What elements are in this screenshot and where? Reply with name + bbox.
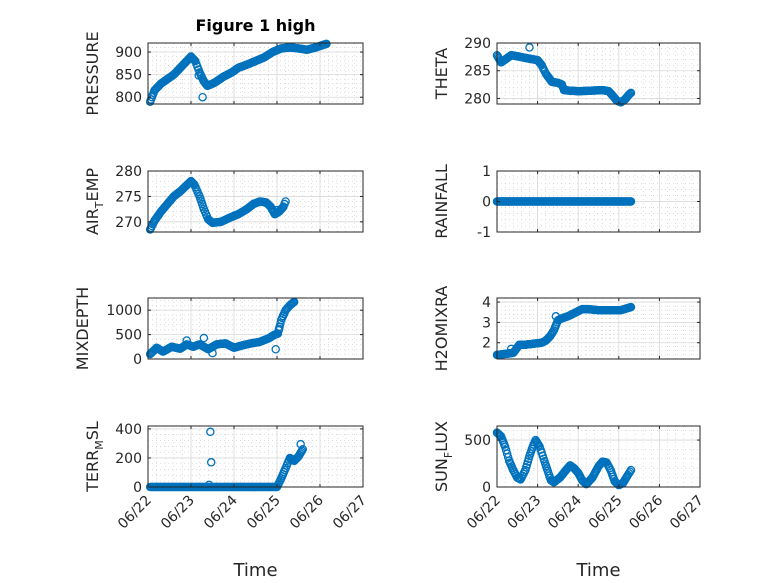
x-tick-label: 06/23 <box>505 493 545 533</box>
y-tick-label: 900 <box>115 45 142 61</box>
data-point <box>551 312 561 321</box>
y-tick-label: 850 <box>115 68 142 84</box>
data-point <box>194 71 203 80</box>
subplot-pressure: 800 850 900 PRESSURE Figure 1 high <box>83 16 364 116</box>
y-tick-label: 1 <box>482 164 491 180</box>
x-tick-label: 06/24 <box>545 492 585 532</box>
data-point <box>296 439 305 449</box>
axes-box <box>496 42 701 105</box>
y-tick-label: -1 <box>477 225 491 241</box>
data-point <box>272 205 282 215</box>
data-point <box>625 467 635 476</box>
data-point <box>626 302 636 312</box>
data-point <box>271 344 280 354</box>
x-tick-label: 06/24 <box>201 492 241 532</box>
y-tick-label: 290 <box>464 36 491 52</box>
y-tick-label: 500 <box>115 328 142 344</box>
y-axis-label: TERRMSL <box>83 421 106 493</box>
x-tick-label: 06/26 <box>626 492 666 532</box>
data-point <box>206 458 216 467</box>
data-point <box>626 465 636 475</box>
subplot-mixdepth: 0 500 1000 MIXDEPTH <box>73 287 364 370</box>
x-tick-label: 06/25 <box>244 493 284 533</box>
y-tick-label: 0 <box>133 480 142 496</box>
data-point <box>276 319 285 328</box>
data-point <box>506 344 516 354</box>
axes-box <box>147 297 364 360</box>
axes-box <box>147 42 364 105</box>
data-point <box>189 55 198 64</box>
data-point <box>274 324 284 333</box>
subplot-h2omixra: 2 3 4 H2OMIXRA <box>432 286 701 372</box>
y-axis-label: MIXDEPTH <box>73 287 92 370</box>
data-point <box>624 90 634 99</box>
data-point <box>322 39 331 49</box>
data-point <box>623 91 633 100</box>
x-tick-label: 06/22 <box>464 493 504 533</box>
y-tick-label: 270 <box>115 215 142 231</box>
subplot-rainfall: -1 0 1 RAINFALL <box>432 164 701 241</box>
y-axis-label: PRESSURE <box>83 31 102 115</box>
subplot-terr_msl: 0 200 400 06/22 06/23 06/24 06/25 06/26 06/27 TER… <box>83 421 370 581</box>
y-tick-label: 200 <box>115 451 142 467</box>
data-point <box>298 444 308 454</box>
y-axis-label: SUNFLUX <box>432 421 455 492</box>
y-tick-label: 3 <box>482 315 491 331</box>
x-tick-label: 06/27 <box>667 493 707 533</box>
data-point <box>198 92 207 102</box>
axes-box <box>147 425 364 488</box>
data-point <box>206 427 215 437</box>
y-axis-label: H2OMIXRA <box>432 286 451 372</box>
y-tick-label: 4 <box>482 295 491 311</box>
data-point <box>281 197 290 206</box>
data-point <box>625 89 635 98</box>
data-point <box>182 336 191 345</box>
axes-box <box>496 425 701 488</box>
x-tick-label: 06/23 <box>158 493 198 533</box>
data-point <box>626 197 636 206</box>
subplot-theta: 280 285 290 THETA <box>432 36 701 107</box>
y-tick-label: 800 <box>115 90 142 106</box>
axes-box <box>147 170 364 233</box>
y-tick-label: 280 <box>115 164 142 180</box>
y-tick-label: 2 <box>482 336 491 352</box>
subplot-sun_flux: 0 500 06/22 06/23 06/24 06/25 06/26 06/27 SUNFLU… <box>432 421 707 581</box>
y-axis-label: THETA <box>432 48 451 100</box>
y-tick-label: 280 <box>464 91 491 107</box>
subplot-air_temp: 270 275 280 AIRTEMP <box>83 164 364 235</box>
data-point <box>525 43 534 52</box>
x-tick-label: 06/26 <box>287 492 327 532</box>
y-tick-label: 0 <box>482 195 491 211</box>
x-axis-label: Time <box>575 560 620 581</box>
data-point <box>503 452 513 462</box>
y-tick-label: 0 <box>133 352 142 368</box>
y-tick-label: 400 <box>115 422 142 438</box>
x-tick-label: 06/22 <box>115 493 155 533</box>
figure-title: Figure 1 high <box>196 16 316 35</box>
data-point <box>626 88 636 98</box>
y-axis-label: AIRTEMP <box>83 168 106 235</box>
y-axis-label: RAINFALL <box>432 164 451 239</box>
y-tick-label: 285 <box>464 64 491 80</box>
axes-box <box>496 297 701 360</box>
y-tick-label: 500 <box>464 433 491 449</box>
data-point <box>208 348 217 358</box>
y-tick-label: 1000 <box>106 303 142 319</box>
y-tick-label: 275 <box>115 189 142 205</box>
data-point <box>199 333 209 343</box>
x-tick-label: 06/27 <box>330 493 370 533</box>
x-tick-label: 06/25 <box>586 493 626 533</box>
x-axis-label: Time <box>232 560 277 581</box>
data-point <box>277 204 286 213</box>
y-tick-label: 0 <box>482 480 491 496</box>
data-point <box>204 480 214 490</box>
